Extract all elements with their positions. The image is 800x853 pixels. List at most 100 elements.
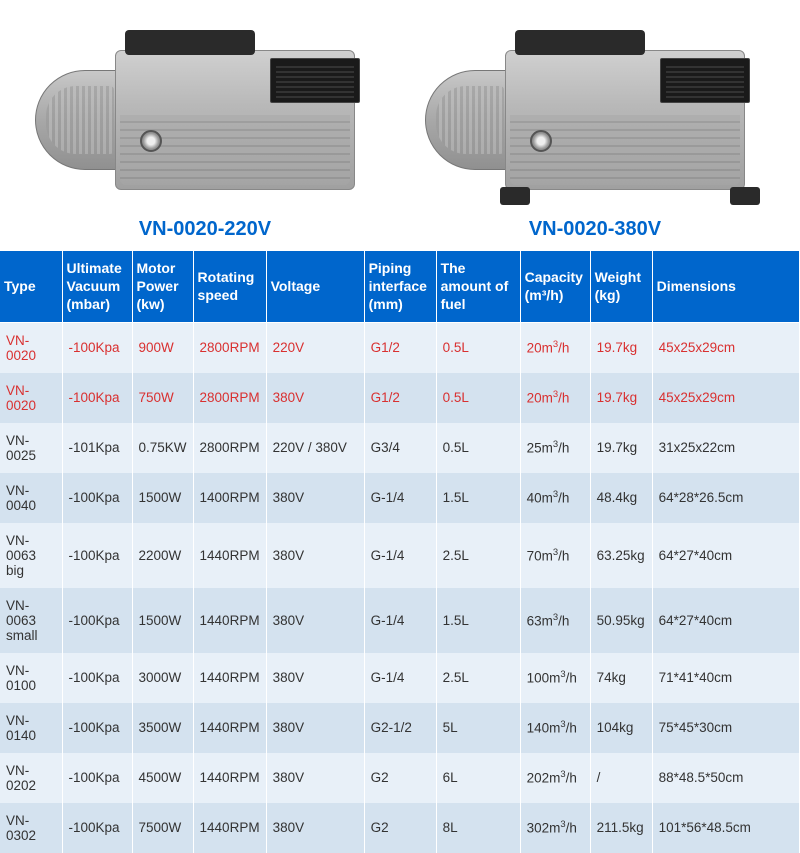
col-header-fuel: The amount of fuel (436, 251, 520, 322)
cell-voltage: 380V (266, 753, 364, 803)
cell-type: VN-0063 big (0, 523, 62, 588)
product-label-380v: VN-0020-380V (529, 218, 661, 241)
cell-weight: 19.7kg (590, 423, 652, 473)
cell-piping: G1/2 (364, 322, 436, 373)
cell-voltage: 380V (266, 523, 364, 588)
cell-fuel: 0.5L (436, 423, 520, 473)
product-right: VN-0020-380V (408, 20, 782, 241)
cell-capacity: 302m3/h (520, 803, 590, 853)
spec-table-body: VN-0020-100Kpa900W2800RPM220VG1/20.5L20m… (0, 322, 800, 853)
table-row: VN-0063 small-100Kpa1500W1440RPM380VG-1/… (0, 588, 800, 653)
cell-vacuum: -100Kpa (62, 653, 132, 703)
cell-fuel: 0.5L (436, 373, 520, 423)
cell-voltage: 380V (266, 703, 364, 753)
cell-power: 2200W (132, 523, 193, 588)
cell-type: VN-0202 (0, 753, 62, 803)
col-header-dim: Dimensions (652, 251, 799, 322)
table-row: VN-0302-100Kpa7500W1440RPM380VG28L302m3/… (0, 803, 800, 853)
product-left: VN-0020-220V (18, 20, 392, 241)
cell-fuel: 6L (436, 753, 520, 803)
col-header-type: Type (0, 251, 62, 322)
cell-piping: G2-1/2 (364, 703, 436, 753)
cell-fuel: 0.5L (436, 322, 520, 373)
cell-power: 900W (132, 322, 193, 373)
cell-weight: 48.4kg (590, 473, 652, 523)
cell-voltage: 380V (266, 373, 364, 423)
cell-dim: 31x25x22cm (652, 423, 799, 473)
table-row: VN-0063 big-100Kpa2200W1440RPM380VG-1/42… (0, 523, 800, 588)
cell-voltage: 220V / 380V (266, 423, 364, 473)
cell-piping: G2 (364, 803, 436, 853)
cell-speed: 2800RPM (193, 322, 266, 373)
spec-table: Type Ultimate Vacuum (mbar) Motor Power … (0, 251, 800, 853)
col-header-power: Motor Power (kw) (132, 251, 193, 322)
cell-piping: G1/2 (364, 373, 436, 423)
cell-vacuum: -100Kpa (62, 473, 132, 523)
cell-piping: G3/4 (364, 423, 436, 473)
cell-dim: 75*45*30cm (652, 703, 799, 753)
col-header-capacity: Capacity (m³/h) (520, 251, 590, 322)
product-label-220v: VN-0020-220V (139, 218, 271, 241)
cell-piping: G-1/4 (364, 653, 436, 703)
cell-capacity: 20m3/h (520, 322, 590, 373)
cell-speed: 1440RPM (193, 753, 266, 803)
table-row: VN-0140-100Kpa3500W1440RPM380VG2-1/25L14… (0, 703, 800, 753)
product-image-220v (35, 20, 375, 200)
cell-speed: 2800RPM (193, 373, 266, 423)
cell-vacuum: -101Kpa (62, 423, 132, 473)
product-image-380v (425, 20, 765, 200)
table-row: VN-0020-100Kpa900W2800RPM220VG1/20.5L20m… (0, 322, 800, 373)
cell-piping: G-1/4 (364, 473, 436, 523)
cell-fuel: 2.5L (436, 653, 520, 703)
cell-speed: 1440RPM (193, 588, 266, 653)
cell-power: 1500W (132, 473, 193, 523)
cell-weight: 211.5kg (590, 803, 652, 853)
cell-power: 1500W (132, 588, 193, 653)
cell-capacity: 100m3/h (520, 653, 590, 703)
cell-speed: 2800RPM (193, 423, 266, 473)
cell-fuel: 5L (436, 703, 520, 753)
cell-voltage: 380V (266, 653, 364, 703)
table-row: VN-0020-100Kpa750W2800RPM380VG1/20.5L20m… (0, 373, 800, 423)
cell-power: 0.75KW (132, 423, 193, 473)
cell-type: VN-0063 small (0, 588, 62, 653)
cell-dim: 45x25x29cm (652, 322, 799, 373)
cell-vacuum: -100Kpa (62, 523, 132, 588)
cell-speed: 1440RPM (193, 703, 266, 753)
cell-capacity: 25m3/h (520, 423, 590, 473)
cell-voltage: 380V (266, 473, 364, 523)
cell-power: 7500W (132, 803, 193, 853)
cell-dim: 64*28*26.5cm (652, 473, 799, 523)
cell-dim: 64*27*40cm (652, 523, 799, 588)
cell-dim: 64*27*40cm (652, 588, 799, 653)
cell-dim: 71*41*40cm (652, 653, 799, 703)
cell-piping: G2 (364, 753, 436, 803)
col-header-piping: Piping interface (mm) (364, 251, 436, 322)
cell-vacuum: -100Kpa (62, 703, 132, 753)
col-header-weight: Weight (kg) (590, 251, 652, 322)
cell-type: VN-0020 (0, 322, 62, 373)
cell-power: 750W (132, 373, 193, 423)
cell-weight: 19.7kg (590, 322, 652, 373)
cell-weight: 63.25kg (590, 523, 652, 588)
cell-dim: 45x25x29cm (652, 373, 799, 423)
cell-vacuum: -100Kpa (62, 588, 132, 653)
cell-piping: G-1/4 (364, 588, 436, 653)
cell-power: 4500W (132, 753, 193, 803)
cell-speed: 1440RPM (193, 653, 266, 703)
cell-type: VN-0302 (0, 803, 62, 853)
cell-vacuum: -100Kpa (62, 322, 132, 373)
col-header-speed: Rotating speed (193, 251, 266, 322)
cell-fuel: 2.5L (436, 523, 520, 588)
cell-dim: 101*56*48.5cm (652, 803, 799, 853)
cell-voltage: 380V (266, 803, 364, 853)
cell-voltage: 220V (266, 322, 364, 373)
cell-weight: 19.7kg (590, 373, 652, 423)
cell-fuel: 8L (436, 803, 520, 853)
table-row: VN-0202-100Kpa4500W1440RPM380VG26L202m3/… (0, 753, 800, 803)
cell-capacity: 63m3/h (520, 588, 590, 653)
cell-weight: 104kg (590, 703, 652, 753)
cell-capacity: 140m3/h (520, 703, 590, 753)
cell-fuel: 1.5L (436, 473, 520, 523)
cell-capacity: 202m3/h (520, 753, 590, 803)
